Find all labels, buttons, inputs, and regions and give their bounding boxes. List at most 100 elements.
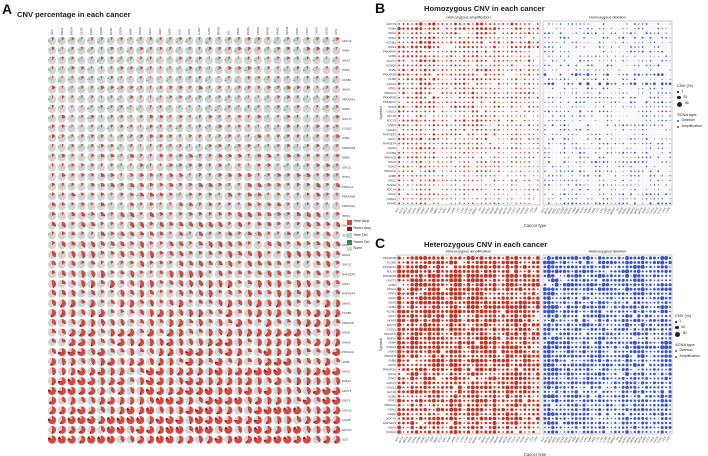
type-legend-item: Deletion bbox=[675, 347, 700, 353]
svg-text:GNAI1: GNAI1 bbox=[388, 123, 397, 127]
svg-text:LGG: LGG bbox=[594, 436, 600, 443]
svg-text:GNAI1: GNAI1 bbox=[388, 408, 397, 412]
size-dot-medium bbox=[677, 95, 681, 100]
svg-text:KCNB1: KCNB1 bbox=[342, 78, 352, 82]
svg-text:COAD: COAD bbox=[99, 27, 103, 35]
svg-text:PRKAR1A: PRKAR1A bbox=[383, 368, 396, 372]
svg-text:ACC: ACC bbox=[50, 29, 54, 35]
svg-text:PRKAR1A: PRKAR1A bbox=[342, 204, 355, 208]
svg-text:LIHC: LIHC bbox=[459, 435, 465, 442]
svg-text:PRKACB: PRKACB bbox=[384, 354, 396, 358]
svg-text:PCPG: PCPG bbox=[621, 207, 628, 215]
svg-text:PRAD: PRAD bbox=[488, 206, 495, 214]
svg-text:LUAD: LUAD bbox=[601, 435, 608, 443]
svg-text:ADCY5: ADCY5 bbox=[387, 323, 397, 327]
svg-text:ACC: ACC bbox=[540, 206, 546, 213]
size-legend-item: 1 bbox=[677, 89, 702, 94]
type-legend-item: Amplification bbox=[675, 354, 700, 359]
svg-text:GNG12: GNG12 bbox=[387, 128, 397, 132]
svg-text:TGCT: TGCT bbox=[510, 435, 517, 443]
svg-text:UCEC: UCEC bbox=[324, 27, 328, 35]
svg-text:LAML: LAML bbox=[450, 435, 457, 443]
svg-text:KCNQ2: KCNQ2 bbox=[342, 126, 352, 130]
svg-text:LUAD: LUAD bbox=[462, 435, 469, 443]
legend-label: Hete Del bbox=[353, 232, 368, 237]
svg-text:LUSC: LUSC bbox=[605, 435, 612, 443]
svg-text:GBM: GBM bbox=[428, 207, 434, 214]
svg-text:GNG5: GNG5 bbox=[342, 331, 350, 335]
svg-text:UVM: UVM bbox=[532, 436, 538, 443]
svg-text:GNB5: GNB5 bbox=[388, 174, 396, 178]
svg-text:GNGT1: GNGT1 bbox=[386, 59, 396, 63]
svg-text:BLCA: BLCA bbox=[543, 435, 550, 443]
svg-text:TGCT: TGCT bbox=[305, 27, 309, 35]
size-dot-large bbox=[675, 331, 681, 337]
svg-text:HNSC: HNSC bbox=[432, 435, 439, 443]
svg-text:GNG13: GNG13 bbox=[342, 224, 352, 228]
svg-text:COAD: COAD bbox=[414, 206, 421, 215]
svg-text:BLCA: BLCA bbox=[398, 206, 405, 214]
svg-text:CESC: CESC bbox=[550, 206, 557, 214]
svg-text:PCPG: PCPG bbox=[621, 436, 628, 444]
svg-text:PRKACA: PRKACA bbox=[384, 91, 396, 95]
svg-text:PRAD: PRAD bbox=[625, 435, 632, 443]
svg-text:ITPR1: ITPR1 bbox=[342, 175, 350, 179]
svg-text:GNAI3: GNAI3 bbox=[342, 340, 351, 344]
size-legend-item: 1 bbox=[675, 319, 700, 324]
svg-text:SARC: SARC bbox=[497, 206, 504, 214]
type-label: Amplification bbox=[681, 123, 702, 128]
svg-text:GCG: GCG bbox=[342, 438, 348, 442]
svg-text:PRKAR1A: PRKAR1A bbox=[383, 100, 396, 104]
size-legend-item: 45 bbox=[677, 101, 702, 107]
svg-text:GNG4: GNG4 bbox=[388, 31, 396, 35]
svg-text:THCA: THCA bbox=[514, 206, 521, 214]
svg-text:GBM: GBM bbox=[571, 436, 577, 443]
svg-text:BRCA: BRCA bbox=[547, 435, 554, 443]
svg-text:READ: READ bbox=[629, 435, 636, 443]
svg-text:PAAD: PAAD bbox=[617, 435, 624, 443]
svg-text:LIHC: LIHC bbox=[598, 206, 604, 213]
svg-text:BRCA: BRCA bbox=[402, 206, 409, 214]
svg-text:GNG12: GNG12 bbox=[387, 385, 397, 389]
size-label: 80 bbox=[682, 331, 687, 336]
svg-text:GNG12: GNG12 bbox=[342, 263, 352, 267]
size-label: 20 bbox=[683, 94, 688, 99]
svg-text:Homozygous deletion: Homozygous deletion bbox=[589, 16, 626, 20]
svg-text:LGG: LGG bbox=[454, 207, 460, 214]
svg-text:AKAP5: AKAP5 bbox=[387, 201, 396, 205]
svg-text:STAD: STAD bbox=[506, 435, 513, 443]
svg-text:GNAS: GNAS bbox=[388, 301, 396, 305]
svg-text:PRKAR2A: PRKAR2A bbox=[383, 265, 396, 269]
panel-b-title: Homozygous CNV in each cancer bbox=[424, 4, 545, 13]
svg-text:GNG11: GNG11 bbox=[342, 165, 352, 169]
svg-text:PRKAR1B: PRKAR1B bbox=[383, 256, 396, 260]
svg-text:KCNB2: KCNB2 bbox=[342, 311, 352, 315]
svg-text:READ: READ bbox=[266, 27, 270, 35]
svg-text:TGCT: TGCT bbox=[510, 206, 517, 214]
svg-text:PRKACB: PRKACB bbox=[384, 155, 396, 159]
panel-a-pie-grid: ACC BLCA BRCA CESC CHOL COAD DLBC ESCA GBM HNSC KI… bbox=[47, 26, 356, 444]
legend-label: Hete Amp bbox=[353, 219, 370, 224]
svg-text:THYM: THYM bbox=[519, 436, 526, 444]
legend-label: Homo Amp bbox=[353, 226, 372, 231]
svg-text:COAD: COAD bbox=[414, 435, 421, 444]
svg-text:GNG11: GNG11 bbox=[387, 82, 397, 86]
svg-text:GNAS: GNAS bbox=[342, 88, 350, 92]
svg-text:Symbol: Symbol bbox=[378, 106, 383, 119]
svg-text:STAD: STAD bbox=[506, 206, 513, 214]
svg-text:GNG13: GNG13 bbox=[387, 109, 397, 113]
svg-text:LUAD: LUAD bbox=[197, 28, 201, 35]
panel-b-letter: B bbox=[375, 0, 386, 16]
svg-text:PCPG: PCPG bbox=[484, 436, 491, 444]
svg-text:KIRC: KIRC bbox=[441, 206, 448, 213]
svg-text:CESC: CESC bbox=[406, 435, 413, 443]
svg-text:LUSC: LUSC bbox=[605, 206, 612, 214]
svg-text:COAD: COAD bbox=[558, 206, 565, 215]
svg-text:GBM: GBM bbox=[128, 28, 132, 35]
type-label: Deletion bbox=[679, 347, 693, 352]
svg-text:GNG10: GNG10 bbox=[342, 408, 352, 412]
svg-text:Cancer type: Cancer type bbox=[524, 223, 547, 228]
svg-text:GBM: GBM bbox=[428, 436, 434, 443]
